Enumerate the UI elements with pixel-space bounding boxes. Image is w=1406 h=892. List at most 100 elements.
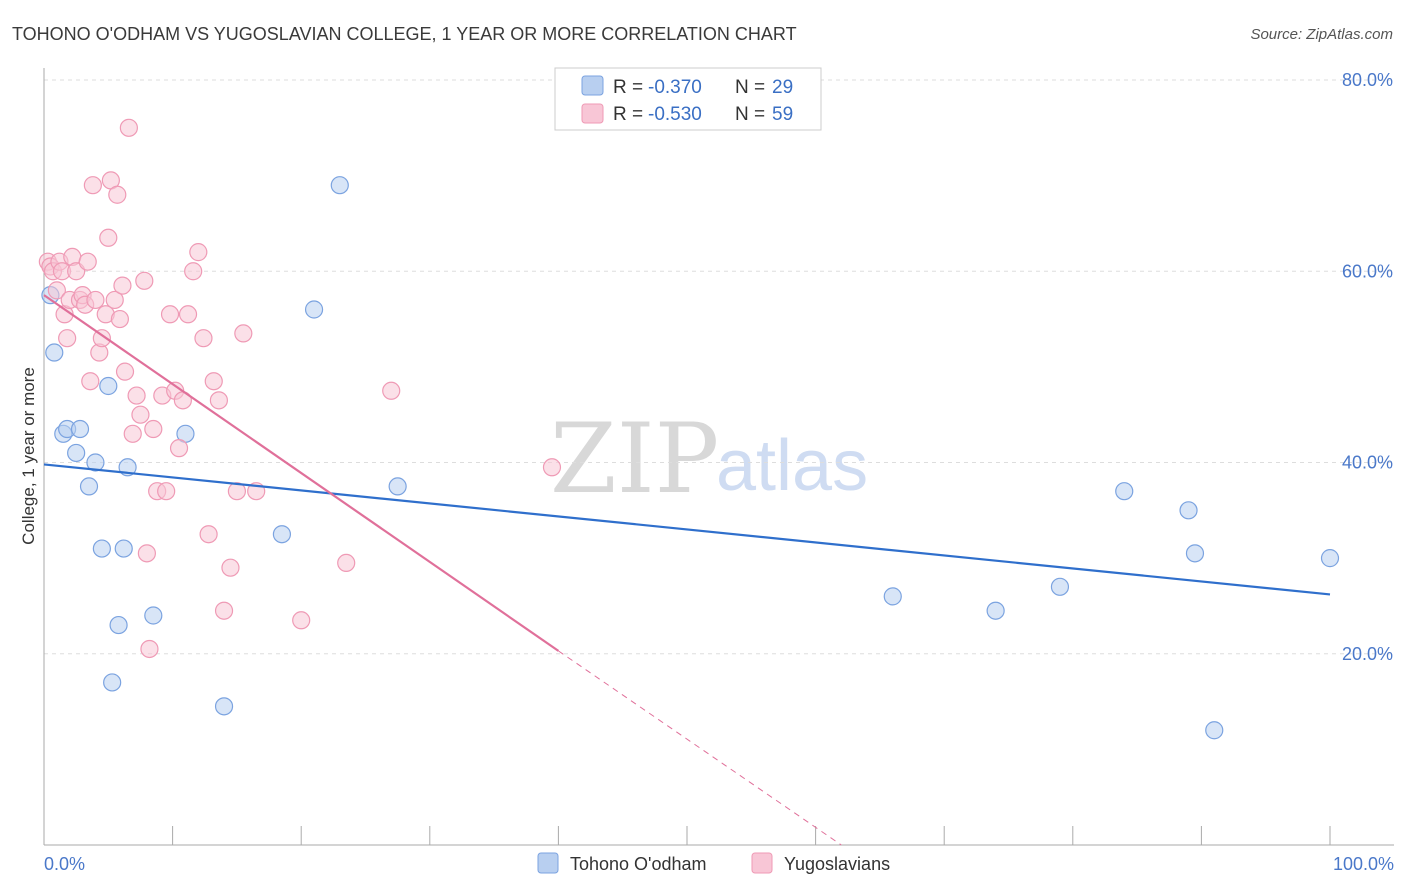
y-tick-labels: 20.0% 40.0% 60.0% 80.0% (1342, 70, 1393, 664)
point-yugoslavians-56 (337, 553, 356, 573)
point-tohono-1 (45, 343, 64, 362)
point-yugoslavians-46 (194, 329, 213, 348)
point-yugoslavians-45 (189, 243, 208, 262)
bottom-legend-label-tohono: Tohono O'odham (570, 854, 707, 874)
point-yugoslavians-57 (382, 381, 401, 400)
point-yugoslavians-25 (110, 309, 129, 329)
point-yugoslavians-24 (108, 185, 127, 204)
point-yugoslavians-28 (119, 118, 138, 137)
point-tohono-27 (1320, 549, 1340, 568)
point-yugoslavians-47 (199, 525, 218, 544)
point-tohono-19 (388, 477, 407, 496)
x-tick-label-max: 100.0% (1333, 854, 1394, 874)
point-yugoslavians-52 (227, 482, 246, 501)
point-yugoslavians-43 (178, 305, 198, 324)
point-tohono-16 (272, 525, 292, 544)
point-tohono-23 (1115, 482, 1134, 501)
y-axis-label: College, 1 year or more (19, 367, 38, 545)
point-yugoslavians-30 (127, 386, 146, 405)
x-tick-label-min: 0.0% (44, 854, 85, 874)
legend-swatch-yugoslavians (581, 103, 604, 124)
bottom-legend-swatch-yugoslavians (751, 852, 773, 874)
bottom-legend-swatch-tohono (537, 852, 559, 874)
y-tick-label-80: 80.0% (1342, 70, 1393, 90)
series-tohono-points (41, 176, 1340, 740)
y-tick-label-60: 60.0% (1342, 261, 1393, 281)
x-axis-ticks (43, 826, 1331, 845)
y-tick-label-40: 40.0% (1342, 453, 1393, 473)
point-tohono-8 (92, 539, 111, 558)
watermark-zip: ZIP (550, 403, 719, 515)
point-yugoslavians-29 (123, 424, 142, 443)
legend-swatch-tohono (581, 75, 604, 96)
point-tohono-4 (67, 443, 86, 463)
trend-line-yugoslavians (43, 294, 560, 652)
point-yugoslavians-44 (184, 262, 203, 281)
point-tohono-21 (986, 601, 1005, 620)
point-tohono-22 (1050, 577, 1070, 596)
point-tohono-7 (86, 453, 105, 472)
legend-n-label-0: N = (735, 77, 765, 98)
bottom-legend-label-yugoslavians: Yugoslavians (784, 854, 890, 874)
point-yugoslavians-49 (209, 391, 228, 410)
legend-r-label-0: R = (613, 77, 643, 98)
legend-r-label-1: R = (613, 104, 643, 125)
point-yugoslavians-26 (113, 276, 132, 295)
legend-n-value-1: 59 (772, 104, 793, 125)
point-yugoslavians-48 (204, 372, 223, 391)
point-yugoslavians-39 (160, 305, 180, 324)
point-yugoslavians-41 (169, 439, 189, 458)
legend-r-value-0: -0.370 (648, 77, 702, 98)
point-yugoslavians-58 (542, 458, 562, 477)
point-yugoslavians-16 (83, 176, 102, 195)
point-yugoslavians-55 (292, 611, 311, 630)
y-tick-label-20: 20.0% (1342, 644, 1393, 664)
point-tohono-24 (1179, 501, 1198, 520)
point-tohono-17 (304, 300, 324, 319)
point-tohono-28 (99, 376, 118, 396)
point-yugoslavians-35 (144, 419, 163, 439)
chart-source: Source: ZipAtlas.com (1250, 26, 1393, 43)
point-yugoslavians-15 (81, 372, 100, 391)
point-tohono-11 (114, 539, 133, 558)
point-yugoslavians-31 (131, 405, 150, 424)
point-yugoslavians-53 (234, 324, 253, 343)
point-yugoslavians-38 (157, 482, 176, 501)
point-yugoslavians-19 (92, 329, 111, 348)
legend-n-value-0: 29 (772, 77, 793, 98)
point-tohono-25 (1185, 544, 1205, 563)
point-tohono-6 (79, 477, 99, 496)
point-tohono-9 (103, 673, 122, 692)
top-legend: R = -0.370 N = 29 R = -0.530 N = 59 (554, 67, 822, 131)
point-tohono-10 (109, 615, 128, 635)
trend-line-extension-yugoslavians (558, 650, 842, 846)
point-tohono-20 (883, 587, 902, 606)
point-yugoslavians-17 (86, 290, 105, 310)
watermark-atlas: atlas (716, 426, 868, 506)
point-yugoslavians-32 (135, 271, 154, 290)
trend-lines (43, 294, 1331, 846)
point-yugoslavians-21 (99, 228, 118, 247)
point-tohono-18 (330, 176, 349, 195)
chart-title: TOHONO O'ODHAM VS YUGOSLAVIAN COLLEGE, 1… (12, 24, 797, 44)
point-tohono-26 (1205, 721, 1224, 740)
point-yugoslavians-51 (221, 558, 240, 577)
series-yugoslavians-points (38, 118, 562, 659)
point-yugoslavians-50 (214, 601, 234, 620)
point-yugoslavians-14 (78, 252, 97, 271)
point-yugoslavians-34 (140, 639, 159, 659)
bottom-legend: Tohono O'odham Yugoslavians (537, 852, 890, 874)
legend-r-value-1: -0.530 (648, 104, 702, 125)
point-yugoslavians-33 (137, 544, 156, 563)
legend-n-label-1: N = (735, 104, 765, 125)
point-tohono-15 (214, 697, 234, 716)
trend-line-tohono (43, 463, 1331, 596)
point-tohono-13 (144, 606, 163, 625)
point-tohono-5 (70, 419, 90, 439)
point-yugoslavians-3 (47, 281, 66, 300)
point-yugoslavians-23 (105, 290, 124, 310)
point-yugoslavians-27 (115, 362, 135, 381)
point-yugoslavians-7 (58, 329, 77, 348)
gridlines (44, 79, 1394, 655)
